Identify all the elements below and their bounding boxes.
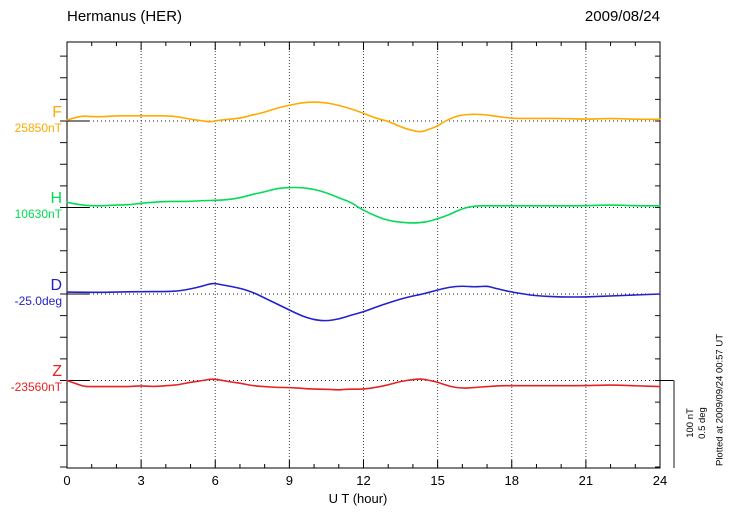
trace-Z bbox=[66, 378, 661, 391]
scale-bar-deg: 0.5 deg bbox=[697, 407, 708, 439]
trace-label-H: H 10630nT bbox=[15, 191, 62, 221]
trace-letter-Z: Z bbox=[52, 363, 62, 380]
x-tick-label-0: 0 bbox=[63, 473, 71, 488]
trace-baseline-value-Z: -23560nT bbox=[10, 380, 62, 394]
trace-baseline-value-F: 25850nT bbox=[14, 121, 62, 135]
trace-label-Z: Z -23560nT bbox=[11, 364, 62, 394]
x-tick-label-3: 3 bbox=[137, 473, 145, 488]
station-title: Hermanus (HER) bbox=[67, 8, 183, 25]
x-tick-label-12: 12 bbox=[356, 473, 371, 488]
scale-bar-label: 100 nT 0.5 deg bbox=[685, 407, 709, 439]
trace-letter-F: F bbox=[52, 104, 62, 121]
trace-label-D: D -25.0deg bbox=[15, 278, 62, 308]
x-tick-label-21: 21 bbox=[578, 473, 594, 488]
trace-F bbox=[66, 101, 661, 133]
trace-letter-H: H bbox=[50, 190, 62, 207]
trace-baseline-value-D: -25.0deg bbox=[14, 294, 62, 308]
trace-H bbox=[66, 186, 661, 224]
trace-label-F: F 25850nT bbox=[15, 105, 62, 135]
trace-letter-D: D bbox=[50, 277, 62, 294]
plotted-at-note: Plotted at 2009/09/24 00:57 UT bbox=[714, 333, 726, 467]
scale-bar-nT: 100 nT bbox=[685, 408, 697, 438]
x-tick-label-15: 15 bbox=[430, 473, 445, 488]
trace-D bbox=[66, 282, 661, 322]
plot-date: 2009/08/24 bbox=[584, 8, 660, 25]
x-tick-label-24: 24 bbox=[652, 473, 668, 488]
x-axis-title: U T (hour) bbox=[328, 491, 388, 506]
x-tick-label-9: 9 bbox=[285, 473, 293, 488]
x-tick-label-6: 6 bbox=[211, 473, 219, 488]
x-tick-label-18: 18 bbox=[504, 473, 519, 488]
trace-baseline-value-H: 10630nT bbox=[14, 207, 62, 221]
